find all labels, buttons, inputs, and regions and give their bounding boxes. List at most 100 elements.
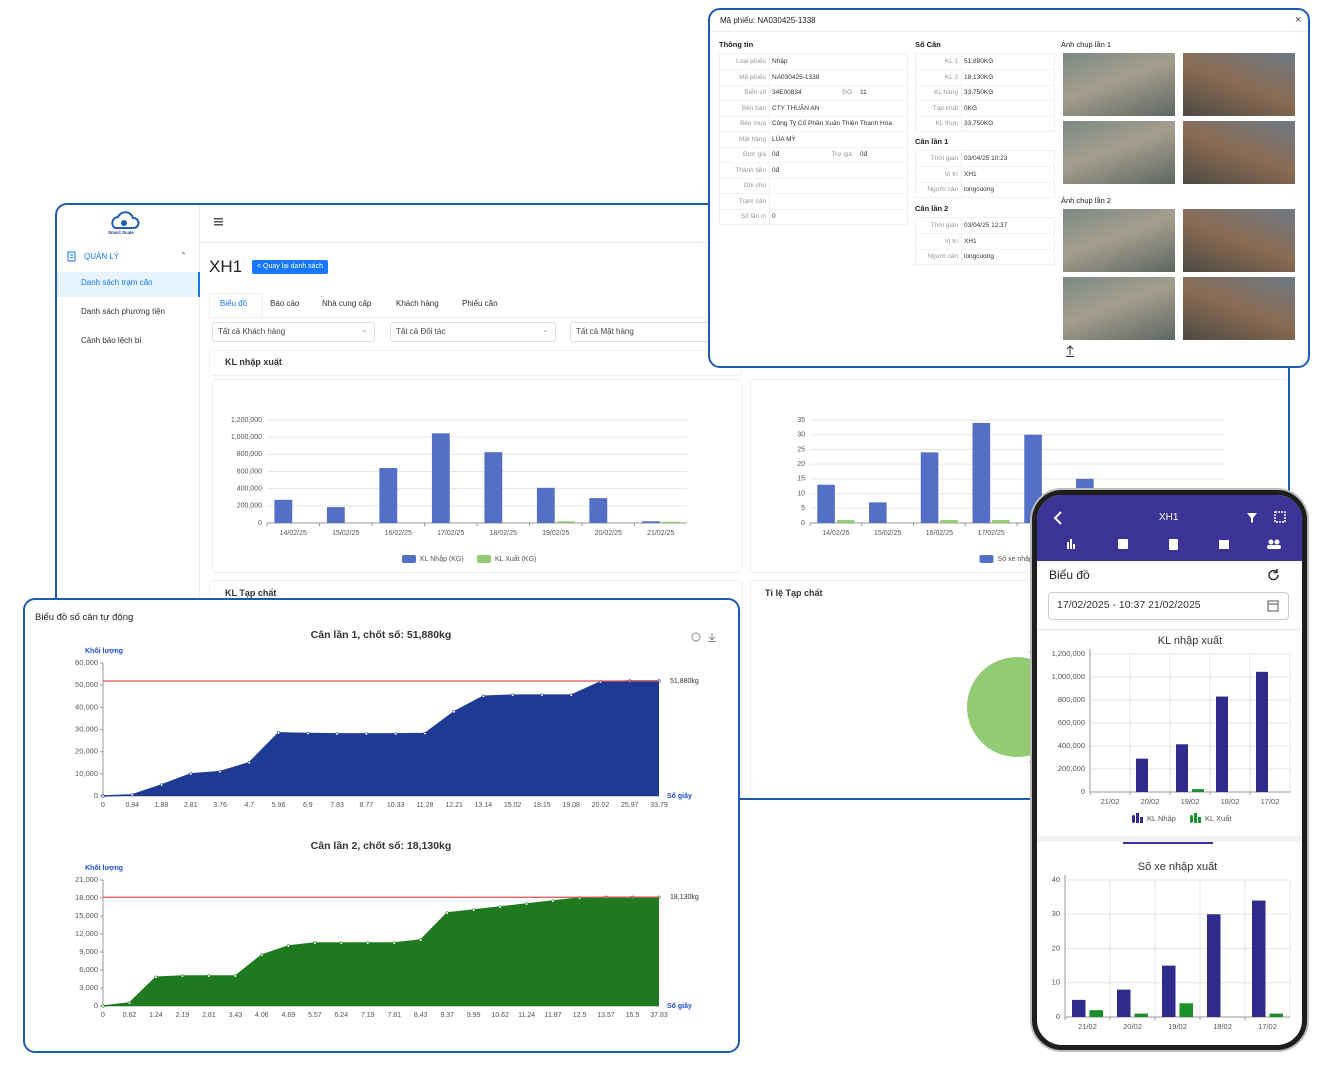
tab[interactable]: Biểu đồ — [220, 299, 248, 308]
y-tick-label: 0 — [94, 791, 98, 800]
bar — [274, 499, 293, 523]
point — [511, 693, 515, 697]
tab[interactable]: Khách hàng — [396, 299, 439, 308]
chart: 0 200,000 400,000 600,000 800,000 1,000,000 1,… — [231, 417, 687, 563]
active-item-bg — [57, 272, 200, 297]
cell-divider — [769, 116, 770, 131]
bar — [1134, 1013, 1148, 1017]
calendar-icon[interactable] — [1267, 599, 1279, 612]
photo[interactable] — [1183, 121, 1295, 184]
chart-card — [750, 379, 1288, 573]
photo[interactable] — [1063, 277, 1175, 340]
y-tick-label: 400,000 — [237, 486, 262, 493]
info-value: Công Ty Cổ Phần Xuân Thiện Thanh Hóa — [772, 120, 892, 127]
bar — [940, 520, 958, 523]
x-tick-label: 20/02 — [1141, 797, 1160, 806]
legend-swatch — [1132, 815, 1135, 823]
tab[interactable]: Nhà cung cấp — [322, 299, 372, 308]
legend-label[interactable]: KL Xuất — [1205, 814, 1232, 823]
x-tick-label: 10.62 — [491, 1012, 509, 1019]
menu-toggle[interactable] — [213, 217, 225, 227]
x-tick-label: 17/02 — [1261, 797, 1280, 806]
point — [260, 953, 264, 957]
close-button[interactable]: × — [1295, 14, 1302, 26]
chart-tools[interactable] — [690, 631, 722, 643]
photo[interactable] — [1183, 277, 1295, 340]
y-tick-label: 40 — [1052, 875, 1060, 884]
bar — [1162, 965, 1176, 1017]
photo[interactable] — [1063, 53, 1175, 116]
y-tick-label: 50,000 — [75, 680, 98, 689]
legend-label[interactable]: KL Nhập — [1147, 814, 1176, 823]
menu-item[interactable]: Danh sách trạm cân — [81, 278, 153, 287]
bar — [661, 521, 680, 523]
info-row: Tạp chất 0KG — [916, 100, 1054, 117]
back-button[interactable]: < Quay lại danh sách — [252, 260, 328, 274]
x-tick-label: 18/02 — [1213, 1022, 1232, 1031]
refresh-icon[interactable] — [1267, 568, 1281, 582]
point — [472, 908, 476, 912]
bar — [641, 521, 660, 523]
y-tick-label: 15 — [797, 476, 805, 483]
chart: KL nhập xuất 0 200,000 400,000 600,000 800,00… — [1052, 635, 1291, 823]
x-tick-label: 10.33 — [387, 802, 405, 809]
bar — [920, 452, 939, 523]
app-bar-icons[interactable] — [1047, 509, 1292, 557]
filter-select[interactable] — [212, 322, 375, 342]
tab[interactable]: Báo cáo — [270, 299, 300, 308]
photo[interactable] — [1063, 121, 1175, 184]
tab[interactable]: Phiếu cân — [462, 299, 498, 308]
collapse-caret[interactable]: ⌃ — [180, 251, 187, 260]
y-tick-label: 0 — [1081, 787, 1085, 796]
sidebar-section[interactable]: QUẢN LÝ — [84, 252, 120, 261]
info-value: 0 — [772, 213, 776, 220]
cell-divider — [769, 193, 770, 209]
bar — [1207, 914, 1221, 1017]
y-tick-label: 21,000 — [75, 875, 98, 884]
photo[interactable] — [1183, 209, 1295, 272]
y-tick-label: 200,000 — [1058, 764, 1085, 773]
y-tick-label: 20 — [797, 461, 805, 468]
section-title: Cân lần 2 — [915, 204, 949, 213]
point — [366, 941, 370, 945]
x-tick-label: 0.94 — [125, 802, 139, 809]
y-tick-label: 0 — [94, 1001, 98, 1010]
bar — [1117, 989, 1131, 1017]
cell-divider — [961, 100, 962, 116]
menu-item[interactable]: Cảnh báo lệch bì — [81, 336, 142, 345]
y-tick-label: 400,000 — [1058, 741, 1085, 750]
x-tick-label: 15/02/25 — [332, 530, 359, 537]
cell-divider — [769, 85, 770, 100]
bar — [992, 520, 1010, 523]
y-tick-label: 40,000 — [75, 702, 98, 711]
info-row: Loại phiếu Nhập — [720, 54, 907, 70]
photo[interactable] — [1183, 53, 1295, 116]
bar — [1136, 758, 1148, 792]
point — [423, 731, 427, 736]
info-value: 0đ — [860, 151, 868, 158]
filter-caret: ⌄ — [361, 325, 368, 334]
upload-icon[interactable] — [1064, 344, 1076, 358]
photo[interactable] — [1063, 209, 1175, 272]
info-value: 11 — [860, 89, 867, 96]
menu-item[interactable]: Danh sách phương tiện — [81, 307, 165, 316]
info-value: XH1 — [964, 237, 977, 245]
bar — [1269, 1013, 1283, 1017]
legend-label[interactable]: Số xe nhập — [998, 554, 1034, 563]
y-tick-label: 60,000 — [75, 658, 98, 667]
y-tick-label: 600,000 — [1058, 718, 1085, 727]
legend-label[interactable]: KL Xuất (KG) — [495, 554, 536, 563]
x-tick-label: 18/02 — [1221, 797, 1240, 806]
cell-divider — [769, 54, 770, 69]
x-tick-label: 9.99 — [467, 1012, 481, 1019]
legend-label[interactable]: KL Nhập (KG) — [420, 556, 464, 563]
cell-divider — [961, 54, 962, 69]
info-row: Vị trí XH1 — [916, 233, 1054, 250]
date-input[interactable] — [1048, 592, 1289, 620]
y-tick-label: 20 — [1052, 943, 1060, 952]
x-tick-label: 7.83 — [330, 802, 344, 809]
filter-select[interactable] — [390, 322, 556, 342]
chart: Cân lần 1, chốt số: 51,880kg Khối lượng Số… — [75, 629, 699, 809]
cell-divider — [769, 147, 770, 162]
x-tick-label: 37.83 — [650, 1012, 668, 1019]
